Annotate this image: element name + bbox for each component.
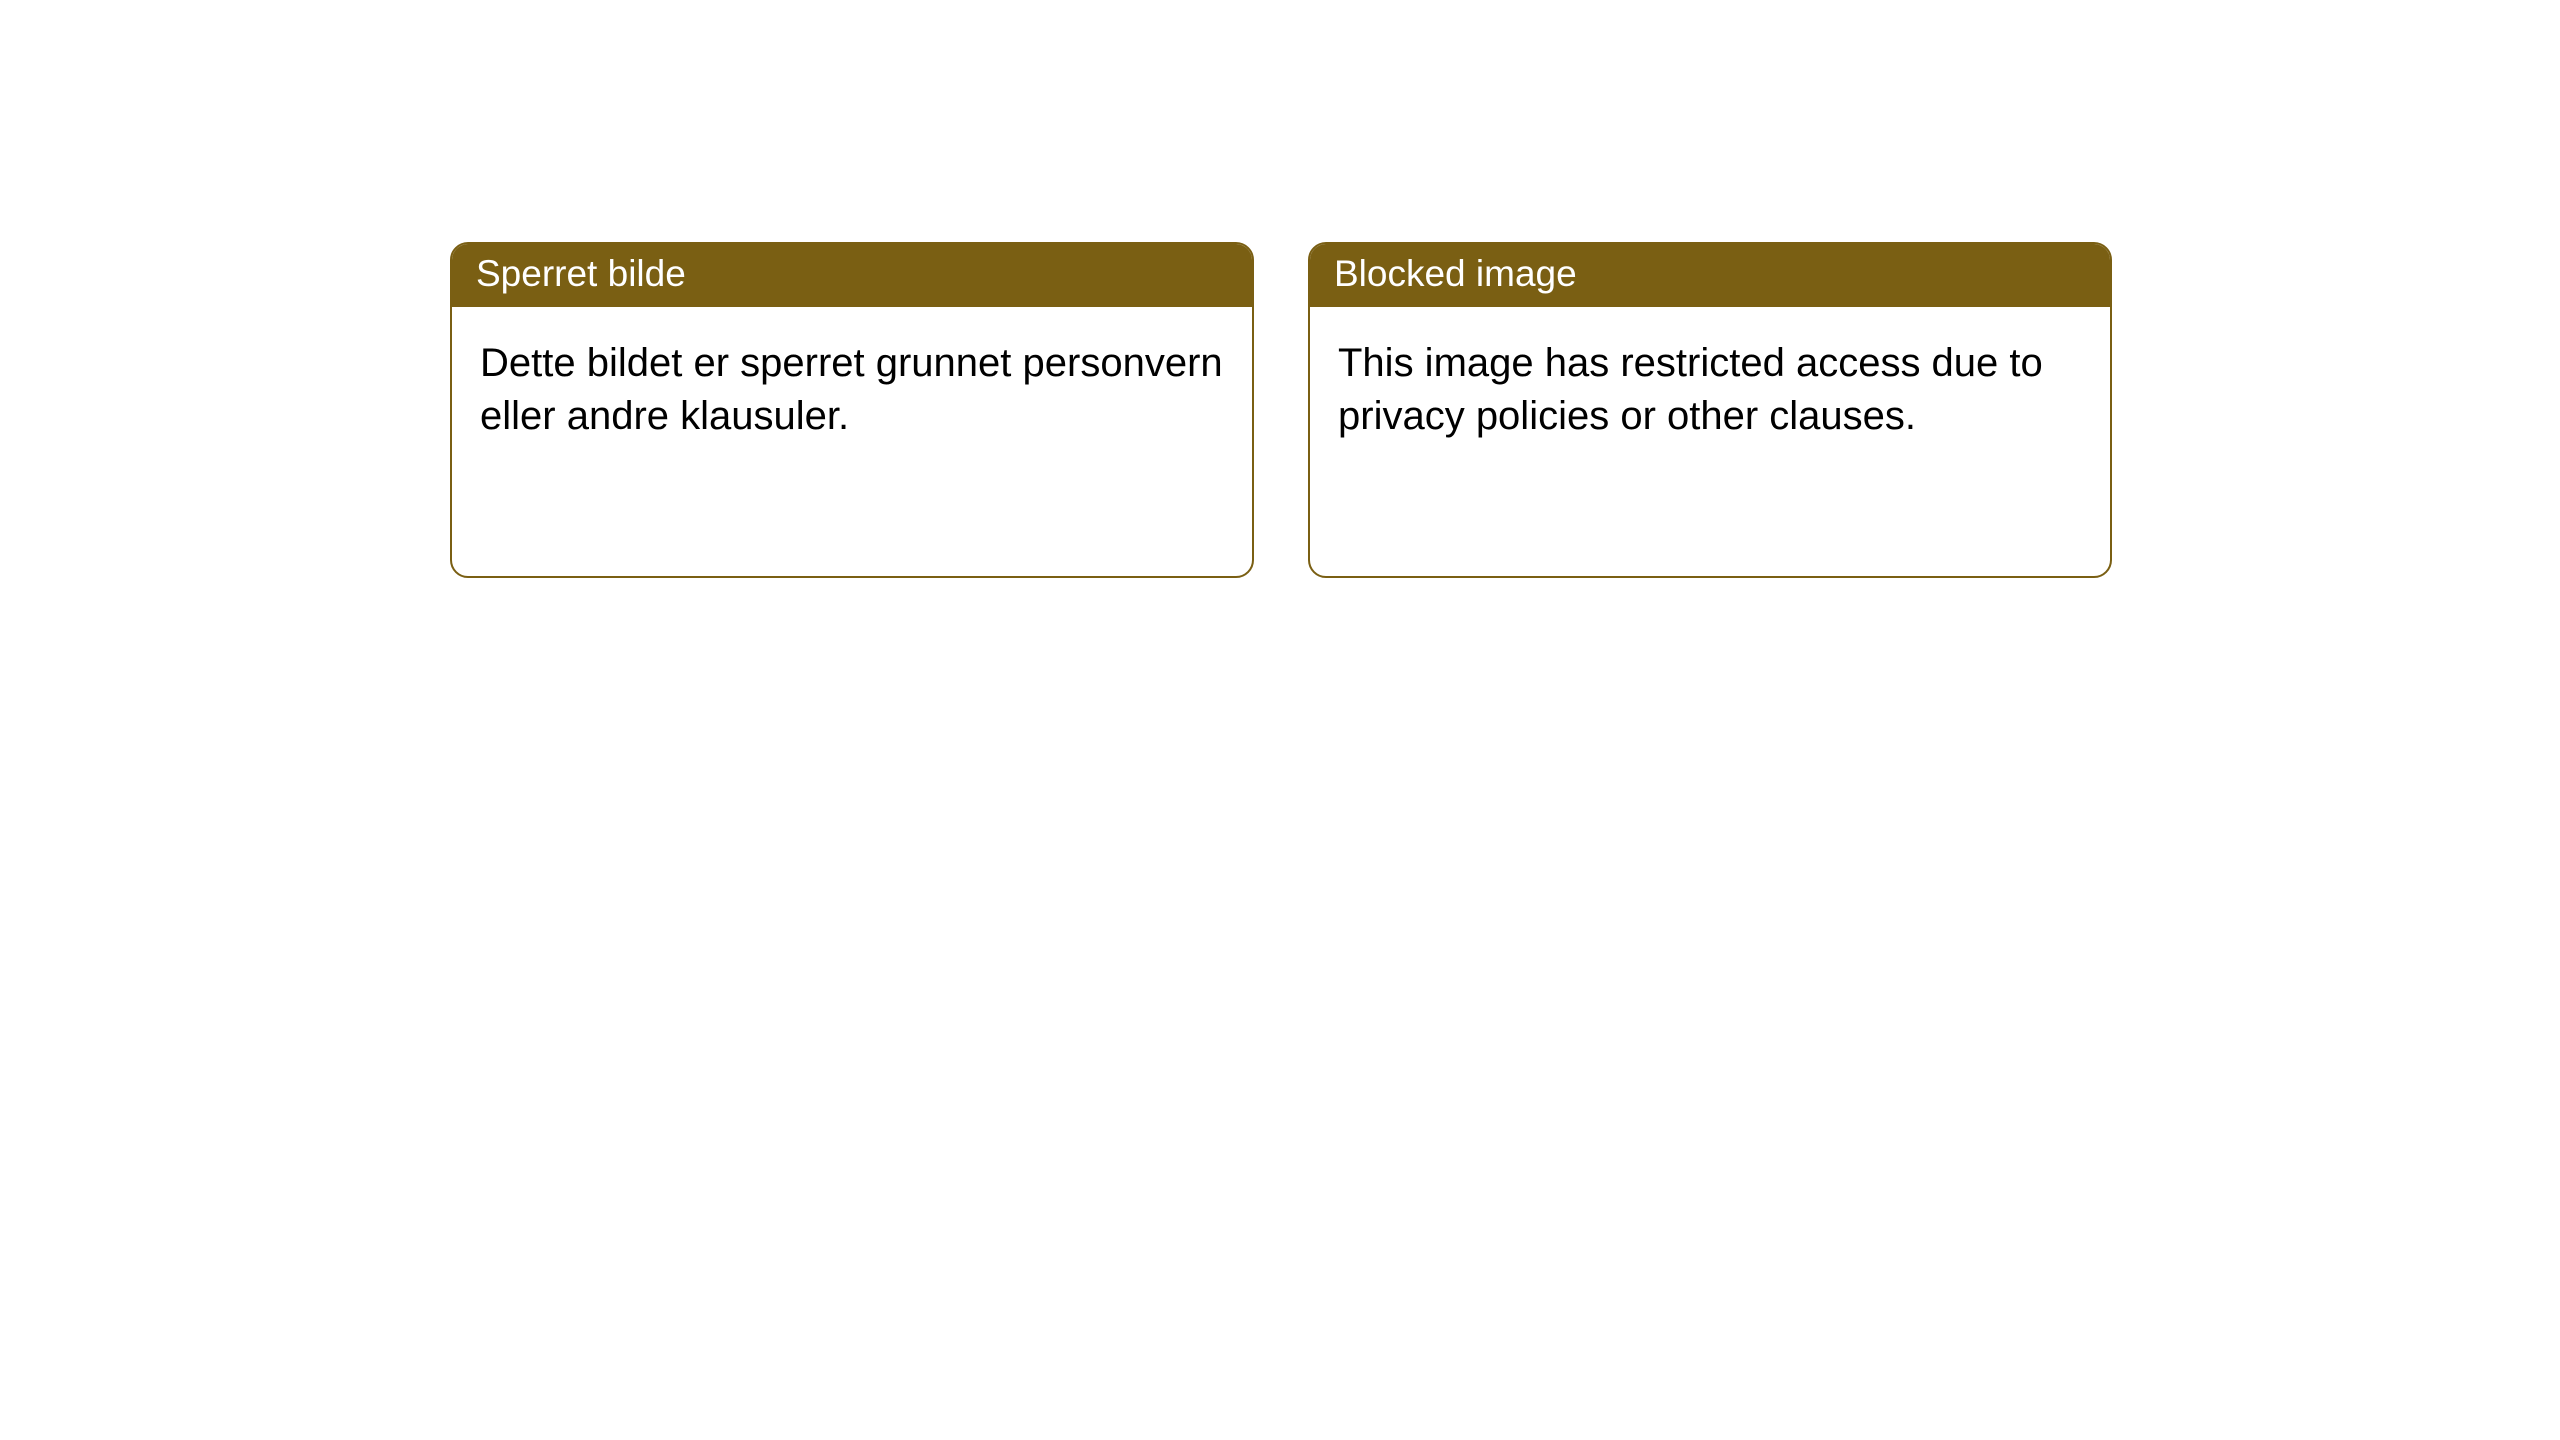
card-english: Blocked image This image has restricted … <box>1308 242 2112 578</box>
cards-container: Sperret bilde Dette bildet er sperret gr… <box>450 242 2112 578</box>
card-header-norwegian: Sperret bilde <box>452 244 1252 307</box>
card-norwegian: Sperret bilde Dette bildet er sperret gr… <box>450 242 1254 578</box>
card-header-english: Blocked image <box>1310 244 2110 307</box>
card-body-norwegian: Dette bildet er sperret grunnet personve… <box>452 307 1252 473</box>
card-body-english: This image has restricted access due to … <box>1310 307 2110 473</box>
